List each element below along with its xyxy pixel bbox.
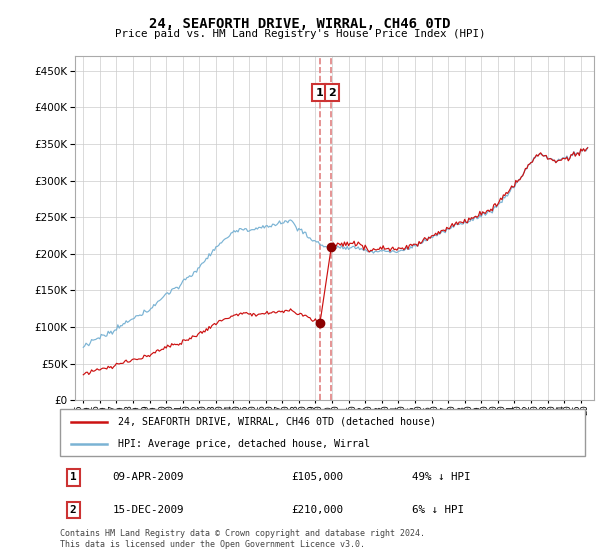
Text: Price paid vs. HM Land Registry's House Price Index (HPI): Price paid vs. HM Land Registry's House …	[115, 29, 485, 39]
Text: Contains HM Land Registry data © Crown copyright and database right 2024.
This d: Contains HM Land Registry data © Crown c…	[60, 529, 425, 549]
Text: £105,000: £105,000	[291, 473, 343, 483]
Text: 2: 2	[70, 505, 77, 515]
Text: 2: 2	[328, 87, 336, 97]
Text: 15-DEC-2009: 15-DEC-2009	[113, 505, 184, 515]
Text: 24, SEAFORTH DRIVE, WIRRAL, CH46 0TD: 24, SEAFORTH DRIVE, WIRRAL, CH46 0TD	[149, 17, 451, 31]
Text: 1: 1	[70, 473, 77, 483]
Text: 6% ↓ HPI: 6% ↓ HPI	[412, 505, 464, 515]
Text: 24, SEAFORTH DRIVE, WIRRAL, CH46 0TD (detached house): 24, SEAFORTH DRIVE, WIRRAL, CH46 0TD (de…	[118, 417, 436, 427]
Text: 49% ↓ HPI: 49% ↓ HPI	[412, 473, 470, 483]
Text: 09-APR-2009: 09-APR-2009	[113, 473, 184, 483]
FancyBboxPatch shape	[60, 409, 585, 456]
Text: 1: 1	[315, 87, 323, 97]
Text: £210,000: £210,000	[291, 505, 343, 515]
Text: HPI: Average price, detached house, Wirral: HPI: Average price, detached house, Wirr…	[118, 438, 370, 449]
